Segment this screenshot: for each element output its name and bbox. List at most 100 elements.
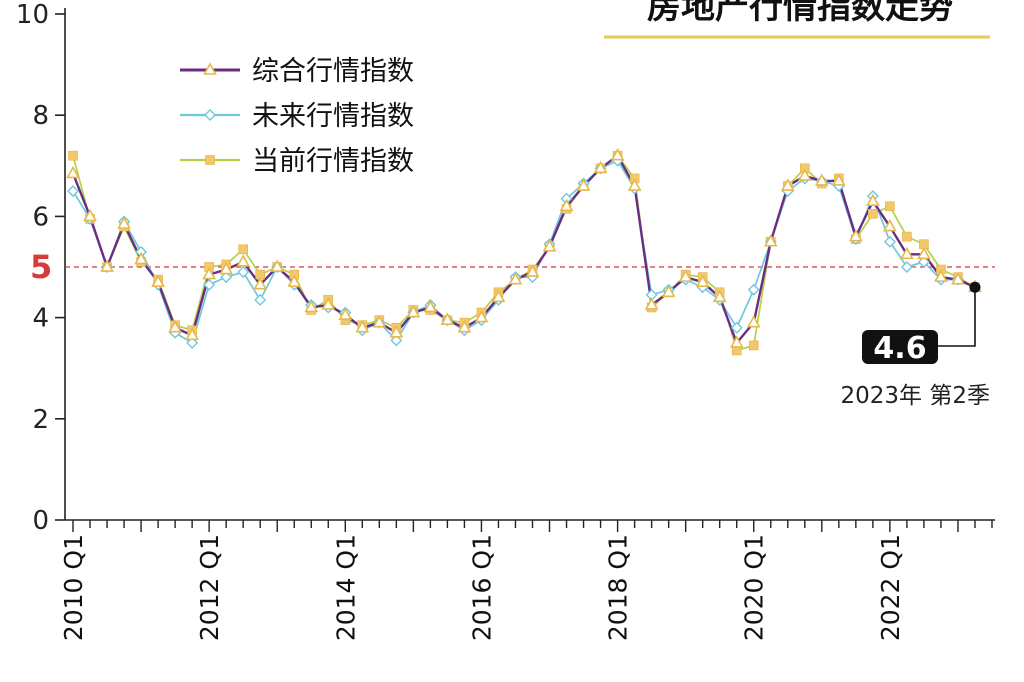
annotation-leader-line xyxy=(930,287,976,347)
last-period-label: 2023年 第2季 xyxy=(841,383,990,409)
value-label-box xyxy=(862,330,938,364)
last-value-dot xyxy=(969,281,981,293)
series-0-point xyxy=(440,312,455,325)
reference-line-group: 5 xyxy=(30,248,995,286)
series-0-point xyxy=(678,269,693,282)
series-0-point xyxy=(900,246,914,260)
chart-title: 房地产行情指数走势 xyxy=(647,0,953,27)
legend-label-2: 当前行情指数 xyxy=(252,146,414,177)
series-1-point xyxy=(203,278,216,291)
series-0-point xyxy=(559,198,574,212)
reference-line-label: 5 xyxy=(30,248,52,286)
x-tick-label: 2010 Q1 xyxy=(59,534,88,641)
x-tick-label: 2018 Q1 xyxy=(604,534,633,641)
legend-marker-1 xyxy=(204,109,216,121)
series-1-point xyxy=(237,266,250,279)
series-0-point xyxy=(134,251,148,265)
series-1-point xyxy=(390,334,403,347)
legend-marker-2 xyxy=(205,155,215,165)
series-1-point xyxy=(747,283,760,296)
series-0-point xyxy=(474,309,489,323)
series-0-point xyxy=(917,246,931,260)
series-0-point xyxy=(355,320,370,333)
series-1-point xyxy=(220,271,233,284)
series-0-point xyxy=(695,274,710,287)
legend-label-0: 综合行情指数 xyxy=(252,56,414,87)
series-0-point xyxy=(491,289,506,303)
last-value-label: 4.6 xyxy=(873,331,926,366)
series-0-point xyxy=(202,266,217,280)
series-0-point xyxy=(763,234,778,247)
last-value-annotation: 4.6 2023年 第2季 xyxy=(841,281,990,409)
series-0-point xyxy=(576,178,591,191)
series-1-point xyxy=(730,321,743,334)
series-0-point xyxy=(593,160,608,174)
series-2-point xyxy=(748,340,759,351)
series-0-point xyxy=(610,148,625,161)
series-0-point xyxy=(168,320,182,333)
series-1-point xyxy=(67,185,79,198)
series-0-point xyxy=(644,297,659,310)
series-0-point xyxy=(525,264,540,277)
series-0-point xyxy=(848,228,863,242)
y-tick-label: 10 xyxy=(16,0,49,30)
y-tick-label: 4 xyxy=(32,304,49,334)
series-0-point xyxy=(372,314,387,328)
series-0-point xyxy=(270,259,285,272)
series-0-point xyxy=(951,271,965,285)
series-2-point xyxy=(238,244,248,255)
series-2-point xyxy=(68,150,78,161)
x-tick-label: 2016 Q1 xyxy=(467,534,496,641)
series-0-point xyxy=(746,314,761,328)
series-2-point xyxy=(868,209,878,219)
x-tick-label: 2014 Q1 xyxy=(331,534,360,641)
axes: 0 2 4 6 8 10 2010 Q1 2012 Q1 2014 Q1 2016 Q1 2018 … xyxy=(16,0,995,641)
series-0-point xyxy=(389,325,404,338)
series-0-point xyxy=(866,193,880,207)
series-0-point xyxy=(661,284,676,298)
series-0-point xyxy=(457,320,472,333)
series-0-point xyxy=(542,239,557,252)
series-0-point xyxy=(814,173,829,186)
series-0-point xyxy=(117,216,131,229)
series-2-point xyxy=(885,201,895,212)
series-2-point xyxy=(902,231,912,242)
series-0-point xyxy=(508,271,523,285)
series-1-point xyxy=(883,235,896,248)
series-1-point xyxy=(917,255,930,268)
series-0-point xyxy=(338,307,353,320)
series-0-point xyxy=(797,168,812,181)
y-tick-label: 8 xyxy=(32,101,49,131)
series-0-point xyxy=(287,274,302,287)
series-0-point xyxy=(423,299,438,313)
series-0-point xyxy=(406,304,421,318)
series-0-point xyxy=(729,335,744,348)
series-0-point xyxy=(185,327,199,341)
series-1-point xyxy=(900,261,913,273)
x-tick-label: 2020 Q1 xyxy=(740,534,769,641)
series-0-point xyxy=(151,274,165,287)
series-0-point xyxy=(883,218,897,232)
series-0-point xyxy=(831,173,846,186)
legend-label-1: 未来行情指数 xyxy=(252,101,414,132)
series-0-point xyxy=(66,165,80,179)
series-1-point xyxy=(254,293,267,306)
series-0-point xyxy=(83,208,97,222)
series-1-point xyxy=(186,336,199,349)
series-0-point xyxy=(321,297,336,310)
series-0-point xyxy=(219,261,234,275)
series-0-point xyxy=(627,178,642,191)
series-0-point xyxy=(100,259,114,272)
series-0-point xyxy=(712,289,727,303)
series-0-point xyxy=(304,299,319,313)
series-0-point xyxy=(253,277,268,290)
y-tick-label: 0 xyxy=(32,506,49,536)
series-markers xyxy=(66,148,982,356)
series-0-point xyxy=(780,178,795,191)
x-tick-label: 2012 Q1 xyxy=(195,534,224,641)
y-tick-label: 6 xyxy=(32,202,49,232)
y-tick-label: 2 xyxy=(32,405,49,435)
series-0-point xyxy=(236,254,251,267)
